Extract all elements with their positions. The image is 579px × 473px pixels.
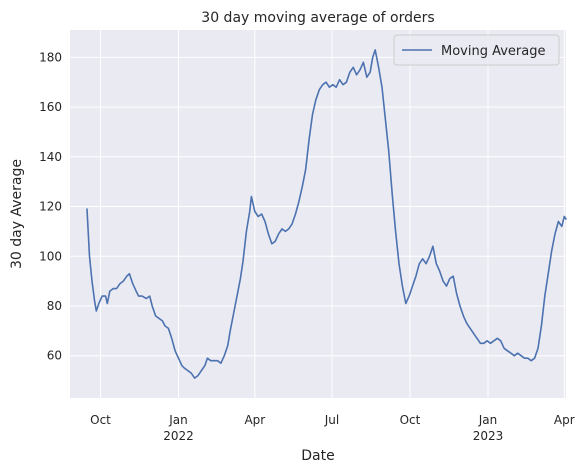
x-tick-label: Jul (324, 413, 339, 427)
y-tick-label: 80 (47, 299, 62, 313)
y-tick-label: 140 (39, 150, 62, 164)
legend-box (393, 34, 560, 66)
x-tick-label: Apr (554, 413, 575, 427)
y-axis-label: 30 day Average (9, 159, 25, 269)
x-gridlines (100, 30, 565, 398)
y-tick-labels: 60 80 100 120 140 160 180 (39, 50, 62, 362)
x-tick-label: Jan (478, 413, 498, 427)
x-tick-year-label: 2022 (163, 429, 194, 443)
x-tick-labels: Oct Jan 2022 Apr Jul Oct Jan 2023 Apr (90, 413, 575, 443)
x-tick-label: Jan (168, 413, 188, 427)
y-tick-label: 60 (47, 349, 62, 363)
moving-average-line (86, 49, 567, 379)
x-tick-year-label: 2023 (473, 429, 504, 443)
x-tick-label: Oct (90, 413, 111, 427)
chart-title: 30 day moving average of orders (201, 10, 434, 26)
legend: Moving Average (393, 34, 560, 66)
y-tick-label: 120 (39, 200, 62, 214)
x-tick-label: Oct (400, 413, 421, 427)
y-tick-label: 180 (39, 50, 62, 64)
y-tick-label: 160 (39, 100, 62, 114)
legend-label: Moving Average (441, 44, 545, 59)
x-axis-label: Date (301, 448, 334, 464)
x-tick-label: Apr (244, 413, 265, 427)
y-tick-label: 100 (39, 249, 62, 263)
